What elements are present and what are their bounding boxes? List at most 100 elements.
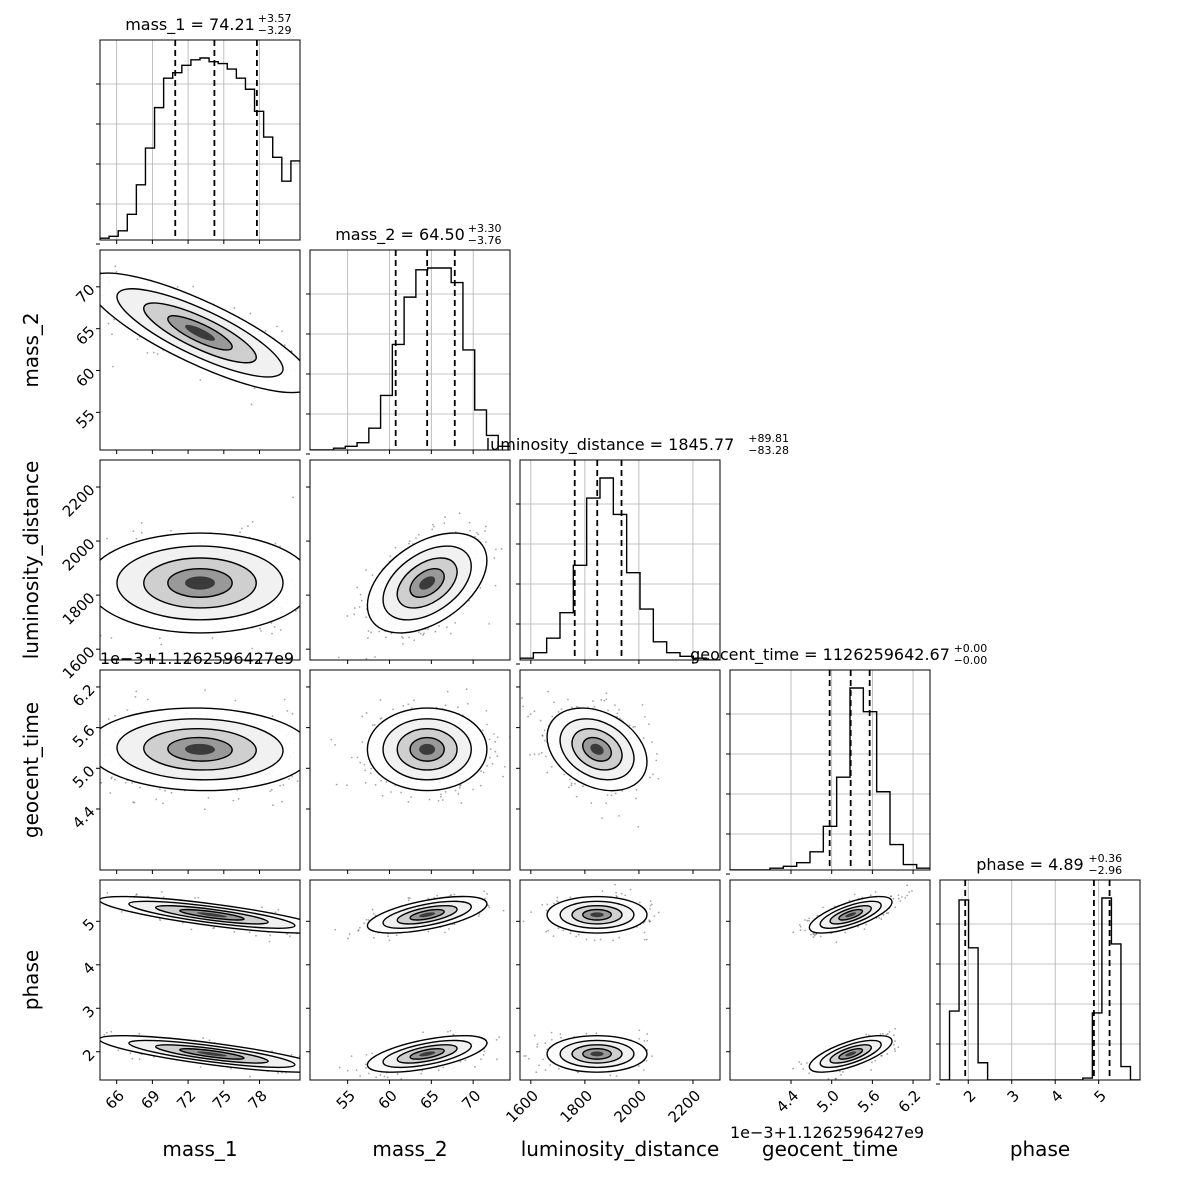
- sample-point: [397, 1073, 399, 1075]
- sample-point: [77, 910, 79, 912]
- sample-point: [438, 1069, 440, 1071]
- sample-point: [648, 723, 650, 725]
- density-contour: [419, 744, 435, 755]
- sample-point: [132, 801, 134, 803]
- sample-point: [252, 521, 254, 523]
- sample-point: [351, 757, 353, 759]
- sample-point: [324, 588, 326, 590]
- sample-point: [504, 766, 506, 768]
- sample-point: [95, 739, 97, 741]
- sample-point: [77, 258, 79, 260]
- sample-point: [320, 351, 322, 353]
- sample-point: [530, 713, 532, 715]
- sample-point: [551, 716, 553, 718]
- sample-point: [615, 892, 617, 894]
- sample-point: [333, 394, 335, 396]
- sample-point: [409, 897, 411, 899]
- sample-point: [480, 770, 482, 772]
- sample-point: [58, 604, 60, 606]
- sample-point: [527, 716, 529, 718]
- sample-point: [387, 1077, 389, 1079]
- sample-point: [317, 1066, 319, 1068]
- sample-point: [86, 708, 88, 710]
- sample-point: [571, 706, 573, 708]
- sample-point: [501, 548, 503, 550]
- sample-point: [61, 606, 63, 608]
- sample-point: [275, 543, 277, 545]
- sample-point: [637, 826, 639, 828]
- sample-point: [402, 705, 404, 707]
- histogram-panel-mass_1: [100, 40, 300, 240]
- sample-point: [157, 353, 159, 355]
- sample-point: [284, 699, 286, 701]
- sample-point: [307, 923, 309, 925]
- sample-point: [389, 555, 391, 557]
- sample-point: [161, 891, 163, 893]
- sample-point: [56, 557, 58, 559]
- sample-point: [326, 1059, 328, 1061]
- sample-point: [549, 1064, 551, 1066]
- sample-point: [385, 637, 387, 639]
- sample-point: [444, 516, 446, 518]
- sample-point: [300, 372, 302, 374]
- sample-point: [453, 894, 455, 896]
- sample-point: [523, 1055, 525, 1057]
- sample-point: [357, 756, 359, 758]
- sample-point: [522, 706, 524, 708]
- sample-point: [330, 665, 332, 667]
- sample-point: [330, 1060, 332, 1062]
- sample-point: [618, 937, 620, 939]
- sample-point: [90, 752, 92, 754]
- sample-point: [139, 787, 141, 789]
- sample-point: [649, 777, 651, 779]
- sample-point: [90, 1032, 92, 1034]
- sample-point: [127, 709, 129, 711]
- sample-point: [489, 757, 491, 759]
- sample-point: [488, 906, 490, 908]
- sample-point: [466, 688, 468, 690]
- sample-point: [382, 1073, 384, 1075]
- sample-point: [524, 893, 526, 895]
- sample-point: [300, 356, 302, 358]
- sample-point: [427, 628, 429, 630]
- sample-point: [197, 897, 199, 899]
- sample-point: [365, 782, 367, 784]
- sample-point: [260, 630, 262, 632]
- sample-point: [594, 939, 596, 941]
- sample-point: [632, 726, 634, 728]
- sample-point: [649, 908, 651, 910]
- sample-point: [440, 796, 442, 798]
- sample-point: [359, 927, 361, 929]
- sample-point: [494, 751, 496, 753]
- sample-point: [365, 1063, 367, 1065]
- sample-point: [141, 522, 143, 524]
- sample-point: [106, 538, 108, 540]
- sample-point: [642, 704, 644, 706]
- sample-point: [392, 708, 394, 710]
- sample-point: [274, 911, 276, 913]
- sample-point: [447, 691, 449, 693]
- sample-point: [320, 1069, 322, 1071]
- sample-point: [171, 678, 173, 680]
- sample-point: [301, 564, 303, 566]
- scatter-panel-luminosity_distance-geocent_time: [521, 691, 661, 828]
- sample-point: [348, 1082, 350, 1084]
- sample-point: [502, 776, 504, 778]
- sample-point: [408, 801, 410, 803]
- sample-point: [545, 756, 547, 758]
- sample-point: [365, 569, 367, 571]
- sample-point: [592, 700, 594, 702]
- sample-point: [319, 1066, 321, 1068]
- sample-point: [411, 707, 413, 709]
- scatter-panel-luminosity_distance-phase: [515, 884, 659, 1077]
- sample-point: [307, 376, 309, 378]
- sample-point: [164, 790, 166, 792]
- sample-point: [556, 897, 558, 899]
- sample-point: [356, 420, 358, 422]
- sample-point: [354, 1078, 356, 1080]
- sample-point: [96, 621, 98, 623]
- sample-point: [571, 782, 573, 784]
- sample-point: [618, 815, 620, 817]
- sample-point: [638, 1065, 640, 1067]
